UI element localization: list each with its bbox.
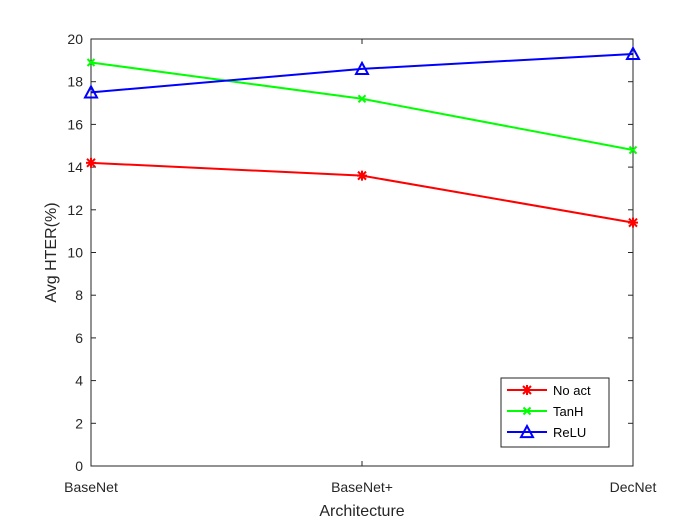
legend-marker	[519, 423, 535, 439]
y-tick-label: 18	[67, 74, 83, 90]
y-tick-label: 0	[75, 458, 83, 474]
series-line-relu	[90, 52, 634, 94]
legend-marker	[522, 385, 532, 395]
y-tick-label: 8	[75, 287, 83, 303]
y-tick-label: 16	[67, 116, 83, 132]
series-tanh	[86, 58, 638, 155]
y-tick-label: 2	[75, 415, 83, 431]
y-tick-label: 20	[67, 31, 83, 47]
data-point-relu	[354, 60, 370, 75]
series-no-act	[86, 157, 638, 228]
y-axis: 0 2 4 6 8 10 12 14 16 18 20	[67, 31, 633, 474]
legend-label: ReLU	[553, 425, 586, 440]
x-tick-label: BaseNet+	[331, 479, 393, 495]
x-tick-label: DecNet	[610, 479, 657, 495]
data-point-tanh	[628, 145, 638, 155]
legend: No act TanH ReLU	[500, 377, 610, 448]
legend-marker	[522, 406, 532, 416]
legend-item-relu: ReLU	[507, 423, 586, 440]
legend-label: No act	[553, 383, 591, 398]
data-point-relu	[625, 45, 641, 61]
x-tick-label: BaseNet	[64, 479, 118, 495]
series-relu	[83, 45, 641, 99]
legend-item-no-act: No act	[507, 383, 591, 398]
data-point-no-act	[357, 170, 367, 181]
data-point-relu	[83, 84, 99, 99]
data-point-no-act	[86, 157, 96, 168]
data-point-tanh	[86, 58, 96, 67]
y-tick-label: 6	[75, 330, 83, 346]
x-axis: BaseNet BaseNet+ DecNet	[64, 39, 656, 495]
y-axis-label: Avg HTER(%)	[43, 202, 60, 302]
data-point-tanh	[357, 94, 367, 103]
y-tick-label: 14	[67, 159, 83, 175]
x-axis-label: Architecture	[319, 503, 404, 520]
y-tick-label: 4	[75, 373, 83, 389]
series-layer	[83, 45, 641, 228]
data-point-no-act	[628, 217, 638, 228]
y-tick-label: 10	[67, 245, 83, 261]
y-tick-label: 12	[67, 202, 83, 218]
legend-item-tanh: TanH	[507, 404, 583, 419]
legend-label: TanH	[553, 404, 583, 419]
